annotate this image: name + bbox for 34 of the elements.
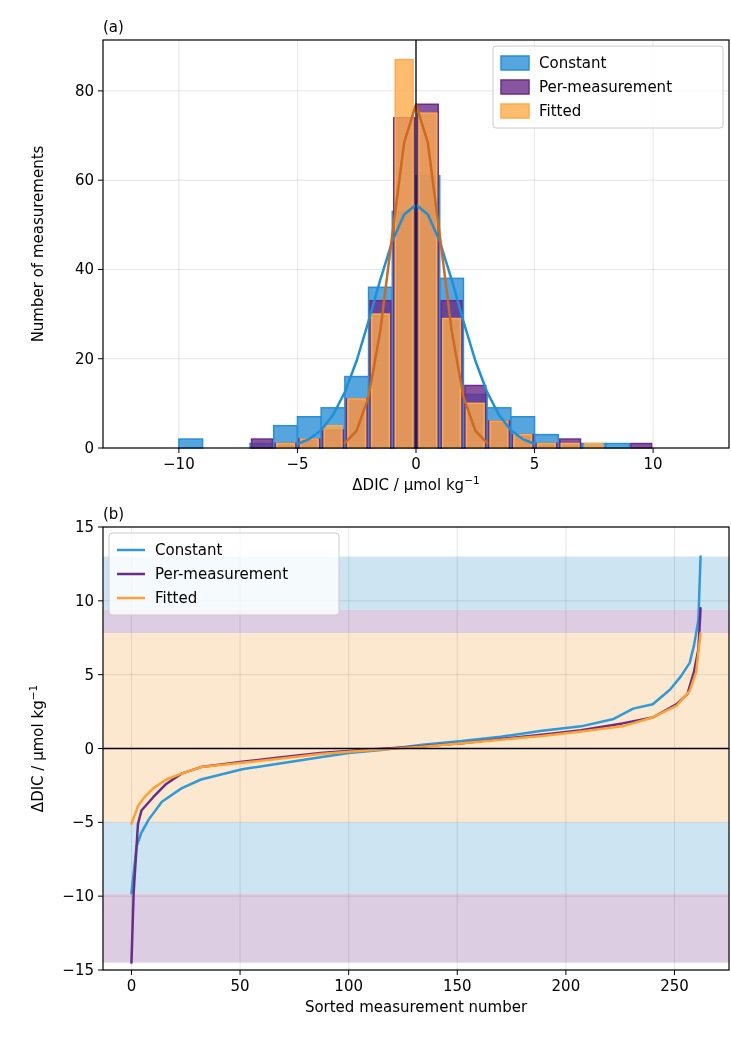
x-tick-label: 150 <box>442 977 472 995</box>
x-tick-label: 0 <box>126 977 137 995</box>
x-tick-label: 200 <box>551 977 581 995</box>
legend-label: Per-measurement <box>539 78 673 96</box>
y-tick-label: 80 <box>74 81 94 100</box>
x-tick-label: 50 <box>230 977 250 995</box>
y-tick-label: −10 <box>62 887 94 906</box>
legend-label: Constant <box>539 54 607 72</box>
y-tick-label: −5 <box>71 813 94 832</box>
y-tick-label: 15 <box>74 518 94 536</box>
y-axis-title: Number of measurements <box>29 145 47 343</box>
x-axis-title: Sorted measurement number <box>304 998 528 1016</box>
chart-title: (b) <box>103 505 125 523</box>
x-tick-label: 0 <box>411 455 421 473</box>
y-tick-label: 60 <box>74 171 94 190</box>
x-tick-label: 5 <box>529 455 540 473</box>
x-tick-label: −10 <box>163 455 195 473</box>
x-axis-title: ΔDIC / µmol kg$^{−1}$ <box>352 474 480 494</box>
y-tick-label: 0 <box>84 739 94 758</box>
legend-label: Fitted <box>539 102 582 120</box>
y-tick-label: 0 <box>84 439 94 457</box>
x-tick-label: 100 <box>334 977 363 995</box>
y-tick-label: 10 <box>74 591 94 610</box>
y-tick-label: 40 <box>74 260 94 279</box>
y-tick-label: 5 <box>84 665 94 684</box>
y-tick-label: 20 <box>74 349 94 368</box>
legend-label: Fitted <box>155 589 198 607</box>
x-tick-label: −5 <box>286 455 309 473</box>
legend-label: Constant <box>155 541 223 559</box>
x-tick-label: 250 <box>660 977 689 995</box>
chart-title: (a) <box>103 18 124 36</box>
y-tick-label: −15 <box>62 961 94 979</box>
legend-label: Per-measurement <box>155 565 289 583</box>
x-tick-label: 10 <box>643 455 663 473</box>
